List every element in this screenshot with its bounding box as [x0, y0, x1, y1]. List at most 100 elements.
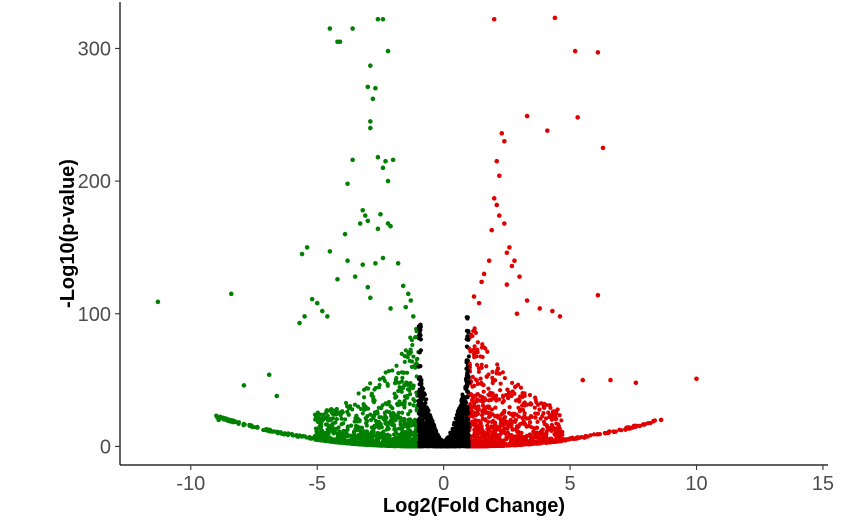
data-point	[486, 414, 492, 420]
data-point	[434, 434, 439, 439]
data-point	[565, 437, 570, 442]
data-point	[406, 436, 411, 442]
data-point	[460, 403, 465, 408]
data-point	[504, 437, 509, 442]
data-point	[473, 377, 478, 382]
data-point	[506, 410, 512, 416]
data-point	[472, 354, 477, 360]
data-point	[371, 396, 376, 401]
data-point	[510, 426, 515, 431]
data-point	[409, 419, 414, 424]
data-point	[470, 374, 475, 379]
data-point	[502, 375, 507, 381]
data-point	[531, 441, 537, 446]
data-point	[428, 428, 433, 433]
data-point	[466, 390, 471, 394]
data-point	[472, 344, 477, 349]
data-point	[603, 431, 608, 436]
data-point	[465, 430, 470, 434]
data-point	[513, 398, 519, 403]
data-point	[236, 421, 241, 426]
data-point	[489, 432, 494, 438]
data-points	[155, 15, 699, 449]
data-point	[466, 330, 471, 335]
data-point	[409, 364, 414, 369]
data-point	[416, 364, 421, 369]
data-point	[608, 377, 613, 383]
data-point	[579, 434, 584, 440]
data-point	[339, 416, 344, 421]
data-point	[524, 113, 530, 119]
data-point	[360, 437, 365, 442]
data-point	[472, 431, 477, 437]
data-point	[419, 397, 424, 401]
data-point	[404, 440, 409, 445]
data-point	[597, 431, 602, 437]
data-point	[473, 405, 478, 411]
data-point	[516, 414, 522, 419]
data-point	[327, 26, 333, 31]
data-point	[474, 412, 479, 417]
data-point	[390, 157, 396, 163]
data-point	[479, 413, 485, 418]
data-point	[338, 435, 343, 440]
data-point	[418, 423, 423, 428]
data-point	[345, 181, 350, 187]
data-point	[384, 427, 389, 432]
data-point	[496, 173, 502, 179]
data-point	[428, 413, 433, 417]
data-point	[446, 442, 451, 447]
data-point	[486, 258, 492, 264]
data-point	[407, 349, 412, 355]
data-point	[343, 417, 348, 422]
x-tick-label: -5	[308, 473, 326, 495]
data-point	[477, 430, 482, 436]
x-tick-label: 15	[812, 473, 834, 495]
data-point	[351, 429, 357, 434]
data-point	[489, 419, 495, 424]
data-point	[334, 406, 339, 412]
data-point	[489, 227, 495, 233]
data-point	[600, 145, 606, 151]
x-tick-label: 5	[565, 473, 576, 495]
data-point	[380, 16, 386, 22]
data-point	[499, 412, 504, 417]
data-point	[399, 385, 404, 390]
data-point	[402, 399, 407, 404]
data-point	[508, 422, 513, 428]
data-point	[387, 420, 392, 426]
data-point	[341, 421, 346, 426]
data-point	[471, 444, 476, 449]
data-point	[623, 427, 628, 432]
data-point	[408, 298, 414, 303]
data-point	[338, 413, 343, 418]
data-point	[415, 356, 420, 361]
data-point	[463, 420, 467, 425]
data-point	[340, 440, 345, 445]
data-point	[359, 425, 365, 430]
data-point	[502, 139, 507, 144]
data-point	[484, 374, 490, 379]
data-point	[381, 417, 387, 422]
y-tick-label: 100	[78, 304, 111, 326]
data-point	[353, 423, 359, 428]
data-point	[402, 418, 407, 424]
data-point	[500, 370, 505, 375]
data-point	[380, 165, 386, 171]
data-point	[512, 258, 517, 264]
data-point	[413, 365, 418, 370]
data-point	[397, 437, 403, 442]
data-point	[423, 392, 427, 397]
data-point	[356, 391, 361, 396]
data-point	[479, 362, 484, 367]
data-point	[651, 418, 656, 423]
data-point	[418, 337, 423, 342]
data-point	[466, 375, 471, 379]
data-point	[405, 355, 410, 360]
data-point	[352, 274, 358, 279]
data-point	[436, 438, 441, 442]
data-point	[365, 218, 371, 224]
data-point	[342, 231, 348, 237]
data-point	[304, 245, 310, 250]
